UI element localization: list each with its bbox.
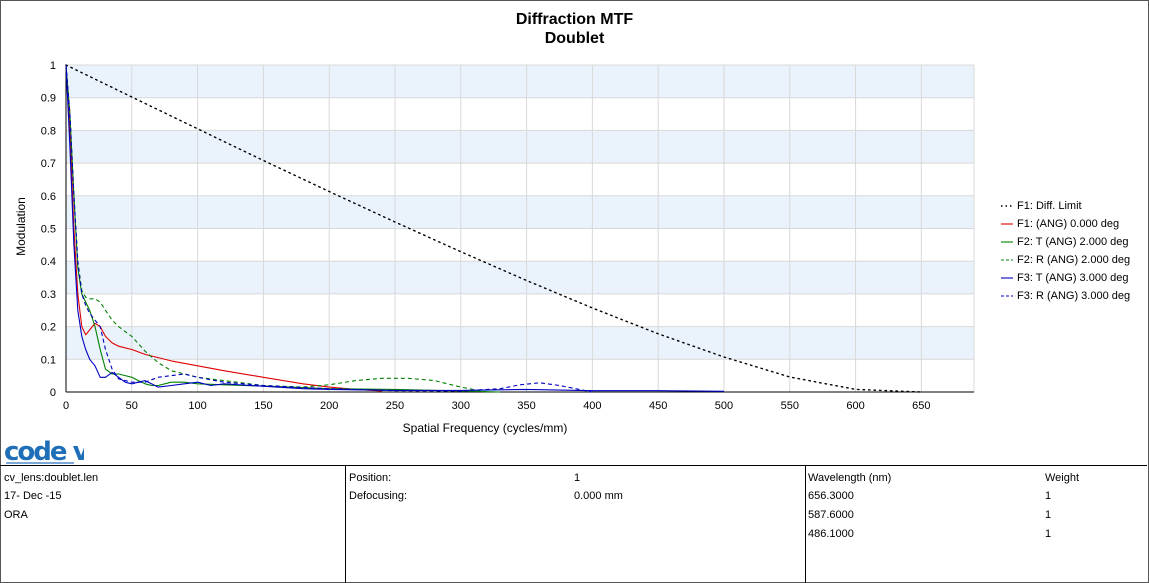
- logo-underline: [6, 462, 74, 464]
- grid-band: [66, 326, 974, 360]
- legend-swatch: [1001, 223, 1013, 225]
- grid-band: [66, 195, 974, 229]
- x-tick-label: 450: [649, 400, 667, 412]
- weight-value: 1: [1045, 528, 1052, 540]
- x-tick-label: 300: [452, 400, 470, 412]
- x-tick-label: 200: [320, 400, 338, 412]
- legend-item: F2: T (ANG) 2.000 deg: [1001, 233, 1130, 251]
- legend-swatch: [1001, 205, 1013, 207]
- position-value: 1: [574, 472, 581, 484]
- x-tick-label: 550: [781, 400, 799, 412]
- grid-band: [66, 130, 974, 164]
- legend-label: F1: Diff. Limit: [1017, 200, 1082, 212]
- legend-swatch: [1001, 241, 1013, 243]
- y-tick-label: 0.7: [41, 158, 56, 170]
- logo-text: code v: [4, 437, 84, 466]
- y-tick-label: 0.4: [41, 256, 56, 268]
- x-tick-label: 600: [846, 400, 864, 412]
- info-divider: [805, 466, 806, 583]
- x-tick-label: 0: [63, 400, 69, 412]
- x-tick-label: 650: [912, 400, 930, 412]
- wavelength-value: 486.1000: [808, 528, 854, 540]
- legend-label: F1: (ANG) 0.000 deg: [1017, 218, 1120, 230]
- info-panel: cv_lens:doublet.len 17- Dec -15 ORA Posi…: [0, 465, 1147, 583]
- y-tick-label: 0.9: [41, 93, 56, 105]
- y-tick-label: 1: [50, 60, 56, 72]
- legend-label: F2: T (ANG) 2.000 deg: [1017, 236, 1129, 248]
- series-line-5: [65, 64, 725, 392]
- legend-swatch: [1001, 259, 1013, 261]
- date: 17- Dec -15: [4, 490, 62, 502]
- defocusing-value: 0.000 mm: [574, 490, 623, 502]
- position-label: Position:: [349, 472, 392, 484]
- x-tick-label: 100: [188, 400, 206, 412]
- y-tick-label: 0.2: [41, 322, 56, 334]
- chart-title: Diffraction MTF: [515, 11, 634, 28]
- series-line-2: [65, 64, 382, 392]
- chart-title-block: Diffraction MTF Doublet: [0, 10, 1149, 48]
- weight-header: Weight: [1045, 472, 1080, 484]
- legend-label: F2: R (ANG) 2.000 deg: [1017, 254, 1131, 266]
- weight-value: 1: [1045, 490, 1052, 502]
- x-tick-label: 150: [254, 400, 272, 412]
- series-line-1: [65, 64, 923, 393]
- x-axis-label: Spatial Frequency (cycles/mm): [403, 421, 568, 435]
- y-tick-label: 0.5: [41, 224, 56, 236]
- wavelength-value: 656.3000: [808, 490, 854, 502]
- series-line-4: [65, 64, 488, 393]
- weight-value: 1: [1045, 509, 1052, 521]
- codev-logo: code v: [4, 436, 92, 471]
- y-tick-label: 0.6: [41, 191, 56, 203]
- legend-label: F3: R (ANG) 3.000 deg: [1017, 290, 1131, 302]
- y-tick-label: 0.1: [41, 354, 56, 366]
- wavelength-value: 587.6000: [808, 509, 854, 521]
- wavelength-header: Wavelength (nm): [808, 472, 892, 484]
- organization: ORA: [4, 509, 28, 521]
- legend-item: F1: Diff. Limit: [1001, 197, 1130, 215]
- legend-item: F3: R (ANG) 3.000 deg: [1001, 287, 1130, 305]
- legend-item: F3: T (ANG) 3.000 deg: [1001, 269, 1130, 287]
- chart-legend: F1: Diff. Limit F1: (ANG) 0.000 deg F2: T …: [1001, 197, 1130, 305]
- legend-swatch: [1001, 295, 1013, 297]
- grid-band: [66, 65, 974, 98]
- chart-subtitle: Doublet: [544, 30, 605, 47]
- x-tick-label: 50: [126, 400, 138, 412]
- y-axis-label: Modulation: [14, 197, 28, 256]
- legend-item: F1: (ANG) 0.000 deg: [1001, 215, 1130, 233]
- y-tick-label: 0.8: [41, 125, 56, 137]
- x-tick-label: 350: [517, 400, 535, 412]
- legend-label: F3: T (ANG) 3.000 deg: [1017, 272, 1129, 284]
- legend-item: F2: R (ANG) 2.000 deg: [1001, 251, 1130, 269]
- lens-file: cv_lens:doublet.len: [4, 472, 99, 484]
- y-tick-label: 0.3: [41, 289, 56, 301]
- x-tick-label: 250: [386, 400, 404, 412]
- legend-swatch: [1001, 277, 1013, 279]
- codev-logo-graphic: code v: [4, 437, 92, 467]
- x-tick-label: 500: [715, 400, 733, 412]
- info-divider: [345, 466, 346, 583]
- mtf-chart: 0 0.1 0.2 0.3 0.4 0.5 0.6 0.7 0.8 0.9 1 0 50 100 150 20…: [14, 60, 975, 435]
- x-tick-label: 400: [583, 400, 601, 412]
- y-tick-label: 0: [50, 387, 56, 399]
- series-line-6: [65, 64, 593, 393]
- defocusing-label: Defocusing:: [349, 490, 408, 502]
